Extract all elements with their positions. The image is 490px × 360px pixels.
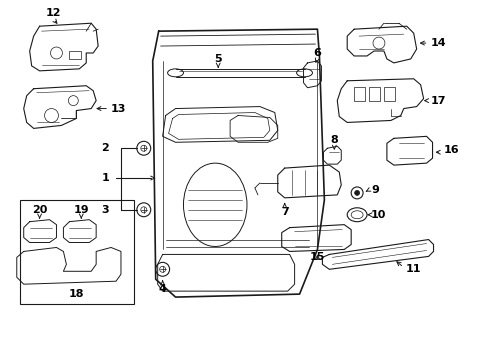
Text: 18: 18 (69, 289, 84, 299)
Text: 12: 12 (46, 8, 61, 18)
Text: 3: 3 (101, 205, 109, 215)
Text: 1: 1 (101, 173, 109, 183)
Bar (354, 87, 365, 100)
Circle shape (355, 190, 360, 195)
Text: 15: 15 (310, 252, 325, 262)
Text: 7: 7 (281, 207, 289, 217)
Text: 17: 17 (431, 96, 446, 105)
Text: 16: 16 (443, 145, 459, 155)
Text: 2: 2 (101, 143, 109, 153)
Text: 20: 20 (32, 205, 47, 215)
Text: 13: 13 (111, 104, 126, 113)
Bar (70, 51, 81, 59)
Text: 10: 10 (371, 210, 387, 220)
Text: 19: 19 (74, 205, 89, 215)
Text: 4: 4 (159, 284, 167, 294)
Text: 11: 11 (406, 264, 421, 274)
Bar (384, 87, 395, 100)
Bar (369, 87, 380, 100)
Bar (20, 200, 134, 304)
Text: 8: 8 (330, 135, 338, 145)
Text: 5: 5 (215, 54, 222, 64)
Text: 9: 9 (371, 185, 379, 195)
Text: 14: 14 (431, 38, 446, 48)
Text: 6: 6 (314, 48, 321, 58)
